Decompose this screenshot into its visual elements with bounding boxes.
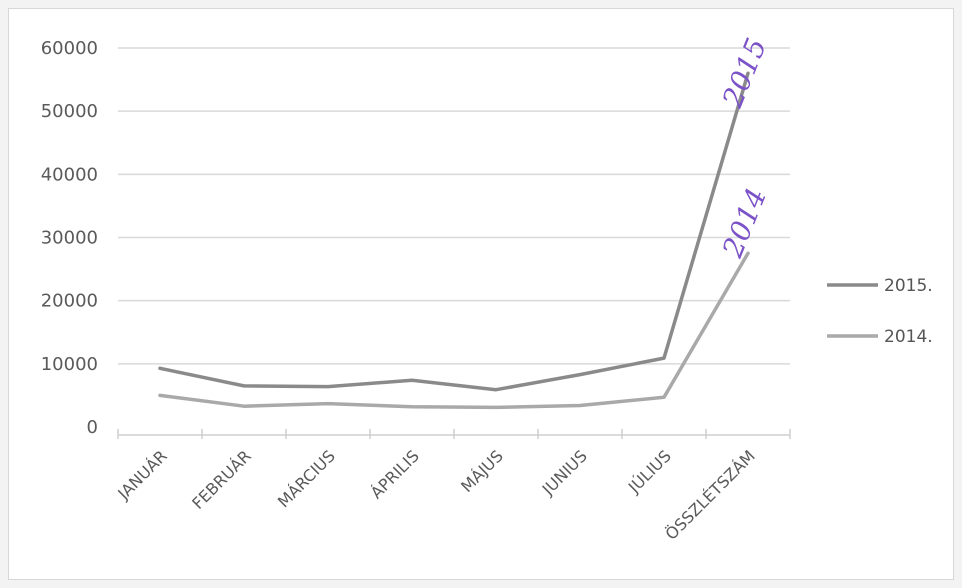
legend-label: 2015. <box>884 276 933 296</box>
chart-frame <box>8 8 954 580</box>
data-point <box>494 405 498 409</box>
data-point <box>662 395 666 399</box>
data-point <box>410 378 414 382</box>
data-point <box>158 366 162 370</box>
x-tick-label: JANUÁR <box>113 446 170 503</box>
x-tick-labels: JANUÁR FEBRUÁR MÁRCIUS ÁPRILIS MÁJUS JUNIUS JÚ… <box>113 446 758 543</box>
data-point <box>494 388 498 392</box>
data-point <box>326 385 330 389</box>
x-tick-label: JÚLIUS <box>624 446 675 497</box>
y-tick-label: 10000 <box>41 354 98 375</box>
data-point <box>578 404 582 408</box>
axes <box>117 429 791 439</box>
series-line-2014 <box>158 251 750 410</box>
y-tick-label: 60000 <box>41 38 98 59</box>
x-tick-label: JUNIUS <box>538 446 591 499</box>
annotation-2015: 2015 <box>716 33 774 112</box>
y-tick-label: 20000 <box>41 291 98 312</box>
data-point <box>746 251 750 255</box>
y-tick-labels: 60000 50000 40000 30000 20000 10000 0 <box>41 38 98 438</box>
gridlines <box>118 47 790 365</box>
annotation-2014: 2014 <box>716 183 774 262</box>
data-point <box>158 393 162 397</box>
data-point <box>746 71 750 75</box>
data-point <box>326 402 330 406</box>
data-point <box>578 373 582 377</box>
y-tick-label: 40000 <box>41 164 98 185</box>
series-line-2015 <box>158 71 750 392</box>
data-point <box>662 356 666 360</box>
data-point <box>410 405 414 409</box>
series-lines <box>158 71 750 410</box>
data-point <box>242 404 246 408</box>
x-tick-label: FEBRUÁR <box>188 446 255 513</box>
data-point <box>242 384 246 388</box>
x-tick-label: MÁRCIUS <box>274 446 339 511</box>
y-tick-label: 0 <box>87 417 98 438</box>
x-tick-label: ÁPRILIS <box>367 446 423 502</box>
legend-label: 2014. <box>884 327 933 347</box>
legend: 2015. 2014. <box>827 276 933 347</box>
y-tick-label: 30000 <box>41 228 98 249</box>
x-tick-label: ÖSSZLÉTSZÁM <box>662 446 759 543</box>
x-tick-label: MÁJUS <box>457 446 507 496</box>
y-tick-label: 50000 <box>41 101 98 122</box>
